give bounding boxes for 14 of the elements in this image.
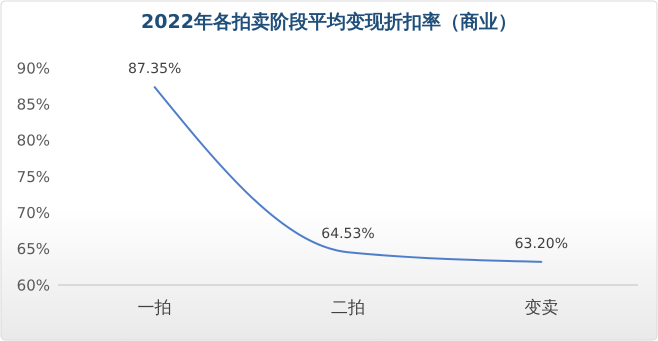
y-tick-label: 70% [16,204,50,222]
x-tick-label: 二拍 [331,298,365,318]
y-tick-label: 60% [16,276,50,294]
y-tick-label: 90% [16,59,50,78]
x-tick-label: 变卖 [524,298,558,318]
data-label: 63.20% [514,236,568,252]
y-tick-label: 85% [16,95,50,114]
data-label: 64.53% [321,226,375,242]
y-tick-label: 80% [16,132,50,150]
y-tick-label: 65% [16,240,50,258]
data-label: 87.35% [128,61,182,78]
y-tick-label: 75% [16,168,50,186]
x-tick-label: 一拍 [138,298,172,318]
chart-title: 2022年各拍卖阶段平均变现折扣率（商业） [141,11,517,33]
